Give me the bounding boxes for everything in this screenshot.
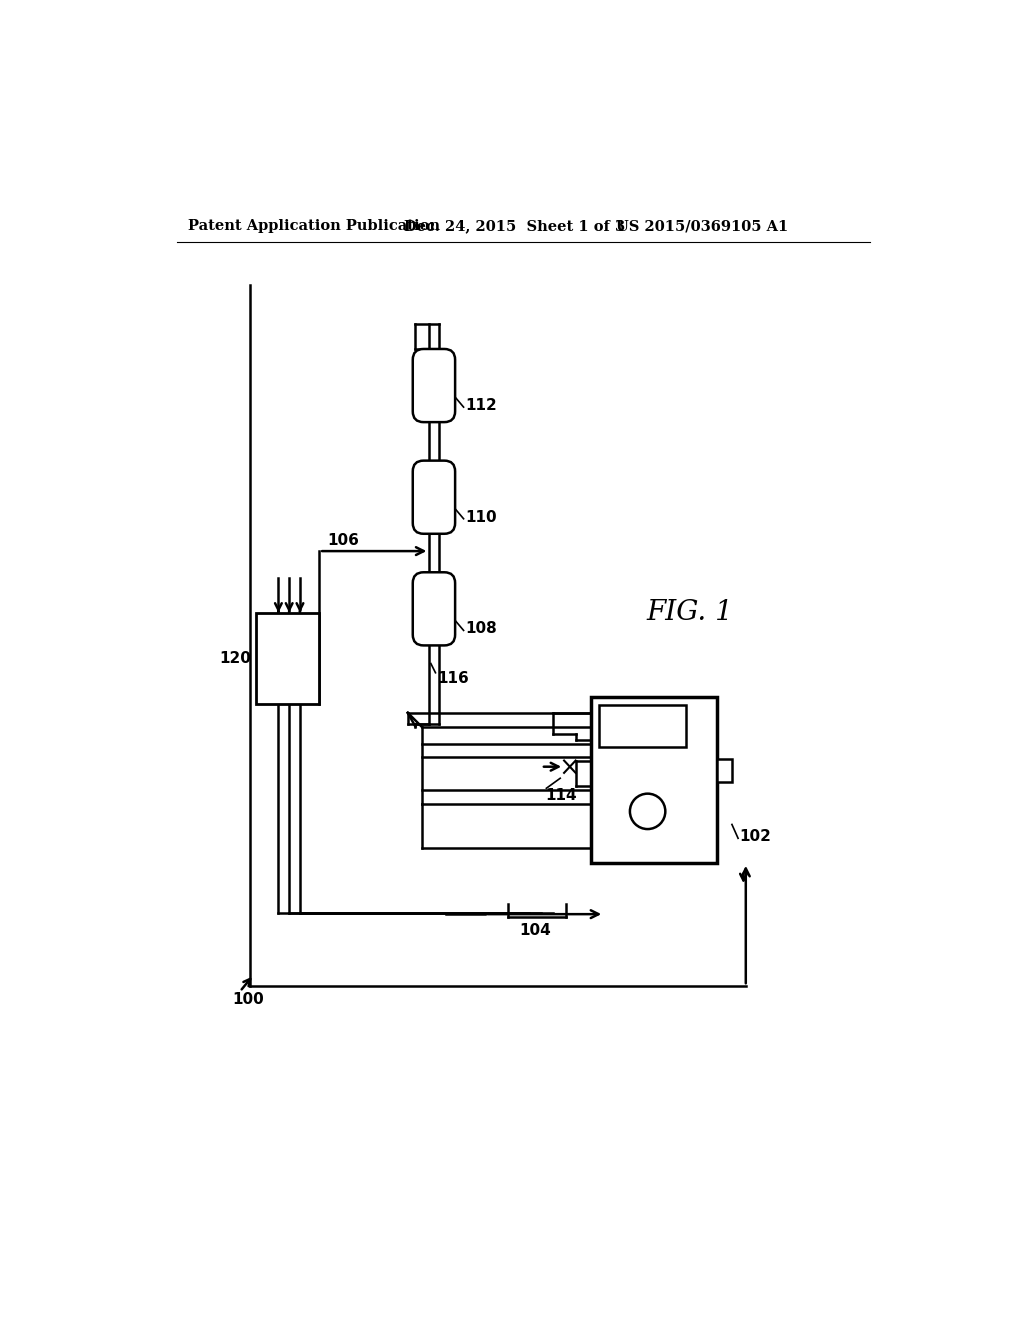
Text: US 2015/0369105 A1: US 2015/0369105 A1 <box>615 219 787 234</box>
Text: 108: 108 <box>465 622 497 636</box>
Text: 112: 112 <box>465 399 497 413</box>
Text: FIG. 1: FIG. 1 <box>646 599 733 626</box>
Text: 116: 116 <box>437 672 469 686</box>
Bar <box>599 705 686 747</box>
Text: 100: 100 <box>232 991 264 1007</box>
Text: Patent Application Publication: Patent Application Publication <box>188 219 440 234</box>
FancyBboxPatch shape <box>413 573 455 645</box>
Text: 110: 110 <box>465 510 497 525</box>
Text: 120: 120 <box>219 651 252 665</box>
Bar <box>717 759 732 781</box>
Text: 114: 114 <box>545 788 577 804</box>
Bar <box>256 612 319 704</box>
Text: Dec. 24, 2015  Sheet 1 of 3: Dec. 24, 2015 Sheet 1 of 3 <box>403 219 625 234</box>
FancyBboxPatch shape <box>413 461 455 533</box>
Text: 104: 104 <box>519 923 551 939</box>
FancyBboxPatch shape <box>413 348 455 422</box>
Circle shape <box>630 793 666 829</box>
Text: 106: 106 <box>327 533 358 548</box>
Text: 102: 102 <box>739 829 771 845</box>
Bar <box>591 697 717 863</box>
